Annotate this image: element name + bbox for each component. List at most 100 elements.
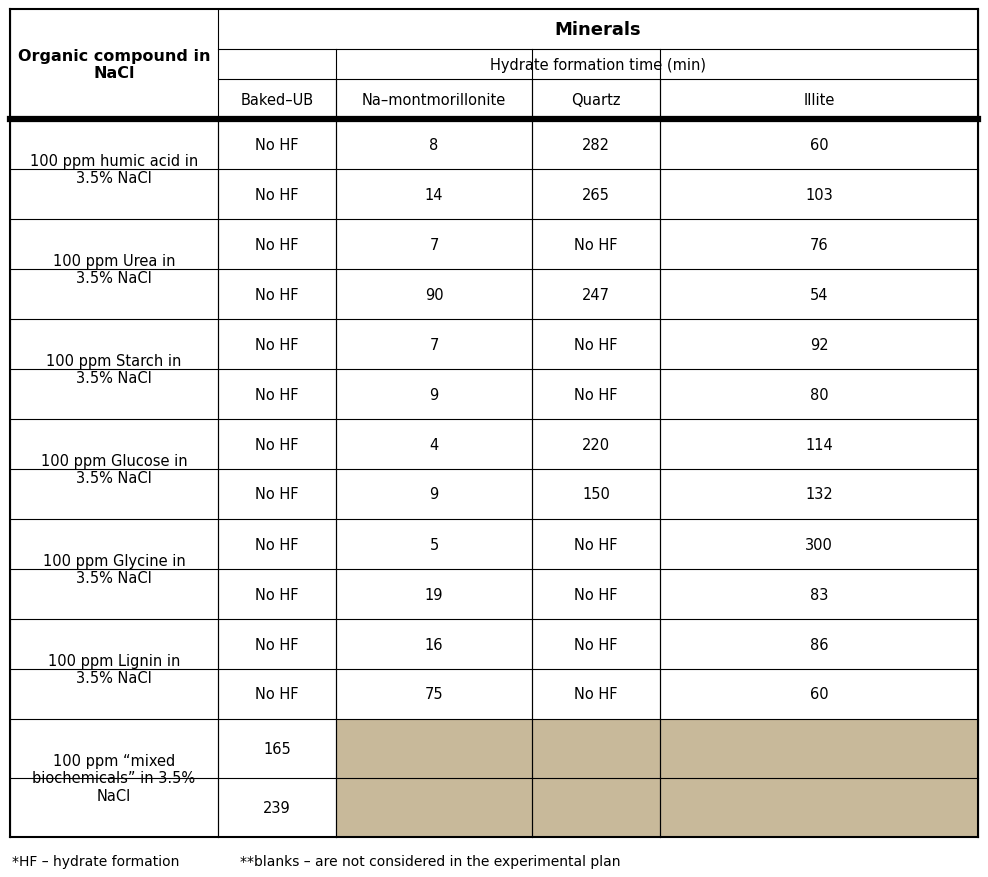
Text: 114: 114 [805,437,833,452]
Text: 100 ppm Lignin in
3.5% NaCl: 100 ppm Lignin in 3.5% NaCl [47,653,180,686]
Bar [336,619,532,669]
Bar [218,669,336,719]
Text: No HF: No HF [574,238,618,253]
Bar [660,319,978,369]
Bar [336,120,532,170]
Text: Quartz: Quartz [571,92,620,107]
Text: No HF: No HF [255,437,298,452]
Bar [660,669,978,719]
Bar [336,220,532,270]
Bar [336,778,532,837]
Text: 265: 265 [582,188,610,203]
Bar [660,778,978,837]
Text: No HF: No HF [255,238,298,253]
Bar [336,369,532,419]
Bar [10,10,218,120]
Text: 103: 103 [805,188,833,203]
Text: 100 ppm Starch in
3.5% NaCl: 100 ppm Starch in 3.5% NaCl [46,353,182,386]
Text: 100 ppm Glucose in
3.5% NaCl: 100 ppm Glucose in 3.5% NaCl [41,453,188,486]
Bar [218,469,336,519]
Bar [218,170,336,220]
Text: 83: 83 [810,587,828,602]
Text: 282: 282 [582,138,610,153]
Text: No HF: No HF [574,587,618,602]
Text: No HF: No HF [255,687,298,702]
Bar [218,778,336,837]
Bar [218,619,336,669]
Bar [336,719,532,778]
Bar [218,419,336,469]
Bar [218,319,336,369]
Bar [660,419,978,469]
Bar [218,719,336,778]
Text: No HF: No HF [255,188,298,203]
Text: No HF: No HF [255,637,298,652]
Text: 4: 4 [430,437,439,452]
Bar [10,220,218,319]
Bar [532,619,660,669]
Text: 16: 16 [425,637,444,652]
Text: **blanks – are not considered in the experimental plan: **blanks – are not considered in the exp… [240,854,620,868]
Bar [10,719,218,837]
Text: 60: 60 [810,687,828,702]
Bar [660,519,978,569]
Bar [660,270,978,319]
Text: No HF: No HF [574,637,618,652]
Bar [336,669,532,719]
Text: 80: 80 [810,387,828,402]
Bar [660,80,978,120]
Text: No HF: No HF [574,387,618,402]
Text: 60: 60 [810,138,828,153]
Bar [10,319,218,419]
Text: No HF: No HF [574,337,618,352]
Bar [218,220,336,270]
Text: 150: 150 [582,487,610,502]
Bar [532,669,660,719]
Text: No HF: No HF [255,587,298,602]
Text: Hydrate formation time (min): Hydrate formation time (min) [490,57,706,73]
Bar [532,469,660,519]
Bar [10,619,218,719]
Text: 247: 247 [582,287,610,303]
Bar [336,80,532,120]
Text: 100 ppm “mixed
biochemicals” in 3.5%
NaCl: 100 ppm “mixed biochemicals” in 3.5% NaC… [33,753,196,803]
Bar [218,519,336,569]
Text: 86: 86 [810,637,828,652]
Bar [10,120,218,220]
Text: No HF: No HF [255,138,298,153]
Text: No HF: No HF [574,687,618,702]
Bar [532,220,660,270]
Text: 9: 9 [430,387,439,402]
Bar [660,369,978,419]
Bar [532,80,660,120]
Bar [660,120,978,170]
Text: Na–montmorillonite: Na–montmorillonite [362,92,506,107]
Text: Minerals: Minerals [554,21,641,39]
Text: 220: 220 [582,437,610,452]
Text: 7: 7 [430,337,439,352]
Bar [660,170,978,220]
Text: 76: 76 [810,238,828,253]
Text: No HF: No HF [255,387,298,402]
Bar [660,469,978,519]
Bar [532,519,660,569]
Bar [532,719,660,778]
Text: 9: 9 [430,487,439,502]
Bar [532,419,660,469]
Text: 100 ppm Urea in
3.5% NaCl: 100 ppm Urea in 3.5% NaCl [52,253,175,286]
Bar [10,419,218,519]
Text: 132: 132 [805,487,833,502]
Bar [660,719,978,778]
Text: No HF: No HF [255,337,298,352]
Bar [532,270,660,319]
Text: No HF: No HF [255,287,298,303]
Bar [218,10,978,50]
Text: 5: 5 [430,537,439,552]
Text: Organic compound in
NaCl: Organic compound in NaCl [18,49,210,81]
Text: 75: 75 [425,687,444,702]
Text: 19: 19 [425,587,444,602]
Text: 100 ppm Glycine in
3.5% NaCl: 100 ppm Glycine in 3.5% NaCl [42,553,186,586]
Bar [532,319,660,369]
Text: 100 ppm humic acid in
3.5% NaCl: 100 ppm humic acid in 3.5% NaCl [30,153,199,186]
Text: No HF: No HF [255,537,298,552]
